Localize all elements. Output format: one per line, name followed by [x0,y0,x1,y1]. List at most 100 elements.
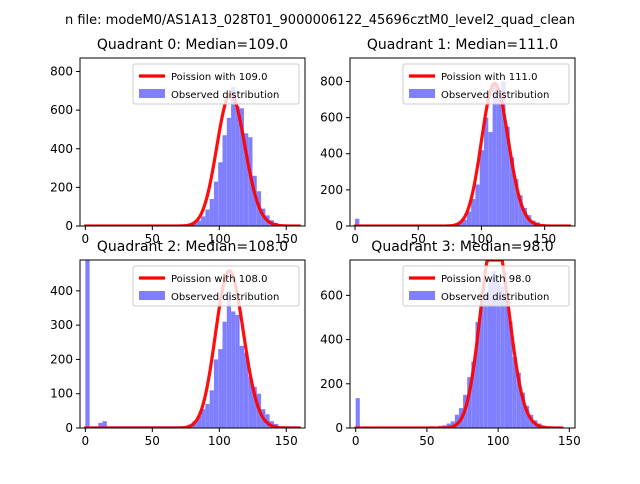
histogram-bar [355,218,360,226]
y-tick-label: 300 [50,318,73,332]
y-tick-label: 800 [320,74,343,88]
x-tick-label: 50 [145,232,160,246]
plot-area [83,260,302,428]
chart-title: Quadrant 0: Median=109.0 [97,37,288,53]
histogram-bar [479,304,484,428]
histogram-bar [475,184,480,226]
chart-title: Quadrant 1: Median=111.0 [367,37,558,53]
x-tick-label: 150 [533,232,556,246]
histogram-bar [355,398,360,428]
axis-frame [349,259,576,429]
histogram-bar [201,409,206,428]
panels: 0 50 100 150 0 200 400 600 800 Poission with 109.… [50,37,581,448]
legend-bar-swatch [409,291,435,300]
x-tick-label: 0 [82,232,90,246]
histogram-bar [85,260,90,428]
y-tick-label: 0 [335,421,343,435]
histogram-bar [520,392,526,428]
chart-panel-1: 0 50 100 150 0 200 400 600 800 Poission with 111.… [320,37,576,246]
legend: Poission with 109.0 Observed distribution [132,63,300,105]
x-tick-label: 50 [419,434,434,448]
histogram-bar [450,421,455,428]
histogram-bar [487,282,492,428]
histogram-bar [514,179,519,226]
histogram-bar [196,416,202,428]
legend: Poission with 98.0 Observed distribution [402,265,570,307]
histogram-bar [231,86,236,226]
histogram-bar [504,297,509,428]
x-tick-label: 0 [351,232,359,246]
chart-panel-0: 0 50 100 150 0 200 400 600 800 Poission with 109.… [50,37,306,246]
histogram-bar [467,377,472,428]
legend: Poission with 108.0 Observed distribution [132,265,300,307]
histogram-bar [462,219,467,226]
y-tick-label: 600 [320,288,343,302]
histogram-bar [501,81,506,226]
histogram-bar [231,311,236,428]
histogram-bar [239,345,244,428]
histogram-bar [471,361,476,428]
histogram-bar [508,321,513,428]
histogram-bar [248,376,253,428]
y-tick-label: 800 [50,65,73,79]
histogram-bar [243,352,249,428]
histogram-bar [471,198,476,226]
plot-area [83,86,302,226]
histogram-bar [196,220,202,226]
y-tick-label: 200 [50,180,73,194]
histogram-bar [218,162,223,226]
histogram-bar [239,108,244,226]
y-tick-label: 0 [335,219,343,233]
x-tick-label: 50 [411,232,426,246]
y-tick-label: 0 [65,421,73,435]
x-tick-label: 0 [352,434,360,448]
legend-box [402,63,570,105]
histogram-bar [475,321,480,428]
x-tick-label: 150 [275,232,298,246]
poisson-fit-line [353,82,572,226]
legend-box [402,265,570,307]
histogram-bar [516,372,521,428]
legend-bar-swatch [409,89,435,98]
histogram-bar [446,423,451,428]
histogram-bar [213,181,219,226]
legend-entry-observed: Observed distribution [171,292,279,303]
legend-entry-observed: Observed distribution [441,292,549,303]
histogram-bar [466,211,472,226]
x-tick-label: 50 [145,434,160,448]
histogram-bar [496,279,501,428]
histogram-bar [222,135,227,226]
histogram-bar [252,175,257,226]
legend-entry-fit: Poission with 109.0 [171,72,267,83]
plot-area [354,260,564,428]
axis-frame [79,259,306,429]
histogram-bar [209,198,214,226]
histogram-bar [505,126,510,226]
histogram-bar [483,293,488,428]
histogram-bar [201,216,206,226]
histogram-bar [102,421,107,428]
y-tick-label: 400 [320,333,343,347]
histogram-bar [213,359,219,428]
histogram-bar [235,106,240,226]
legend: Poission with 111.0 Observed distribution [402,63,570,105]
y-tick-label: 400 [320,147,343,161]
legend-entry-fit: Poission with 98.0 [441,274,531,285]
histogram-bar [522,207,527,226]
x-tick-label: 100 [470,232,493,246]
legend-entry-observed: Observed distribution [171,90,279,101]
y-tick-label: 200 [50,352,73,366]
histogram-bar [226,290,232,428]
x-tick-label: 150 [275,434,298,448]
histogram-bar [192,223,197,226]
legend-entry-fit: Poission with 108.0 [171,274,267,285]
histogram-bar [205,404,210,428]
histogram-bar [525,405,530,428]
x-tick-label: 100 [208,232,231,246]
legend-bar-swatch [139,89,165,98]
histogram-bar [509,157,515,226]
histogram-bar [488,132,493,226]
legend-box [132,63,300,105]
